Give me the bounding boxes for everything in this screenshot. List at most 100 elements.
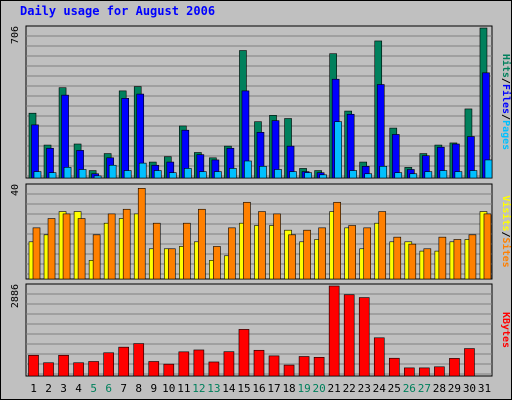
bar-sites xyxy=(333,201,341,280)
bar-pages xyxy=(214,171,222,179)
bar-kbytes xyxy=(388,357,400,377)
x-tick-label: 19 xyxy=(297,382,310,395)
bar-kbytes xyxy=(103,352,114,377)
y-max-label: 2886 xyxy=(10,284,21,308)
x-tick-label: 18 xyxy=(282,382,295,395)
bar-pages xyxy=(168,172,177,179)
x-tick-label: 30 xyxy=(463,382,476,395)
bar-files xyxy=(391,134,400,179)
bar-pages xyxy=(394,172,403,179)
bar-pages xyxy=(304,172,312,179)
bar-pages xyxy=(153,170,162,179)
bar-sites xyxy=(468,234,477,280)
legend-entry: / xyxy=(500,114,511,120)
bar-pages xyxy=(259,166,267,179)
x-tick-label: 14 xyxy=(222,382,236,395)
panel-kbytes: 2886 KBytes xyxy=(10,283,511,377)
bar-sites xyxy=(348,225,356,280)
x-tick-label: 25 xyxy=(388,382,401,395)
x-tick-label: 15 xyxy=(237,382,250,395)
legend-entry: Pages xyxy=(500,120,511,150)
bar-pages xyxy=(439,170,448,179)
legend-entry: Files xyxy=(500,84,512,114)
bar-kbytes xyxy=(449,358,460,377)
bar-kbytes xyxy=(208,361,220,377)
bar-kbytes xyxy=(404,367,415,377)
bar-pages xyxy=(469,170,478,179)
bar-sites xyxy=(77,218,86,280)
bar-sites xyxy=(183,222,191,280)
bar-pages xyxy=(289,171,297,179)
bar-kbytes xyxy=(28,354,39,377)
bar-sites xyxy=(363,227,372,280)
x-tick-label: 22 xyxy=(343,382,356,395)
x-tick-label: 2 xyxy=(45,382,52,395)
bar-kbytes xyxy=(163,363,175,377)
bar-pages xyxy=(349,170,357,179)
bar-sites xyxy=(137,188,146,280)
bar-pages xyxy=(409,173,418,179)
bar-pages xyxy=(274,169,282,179)
x-tick-label: 6 xyxy=(105,382,112,395)
bar-pages xyxy=(184,168,192,179)
bar-pages xyxy=(63,167,72,179)
legend-entry: Sites xyxy=(500,238,512,268)
x-tick-label: 7 xyxy=(120,382,127,395)
bar-sites xyxy=(47,218,56,280)
bar-kbytes xyxy=(373,337,385,377)
bar-sites xyxy=(243,201,251,280)
bar-sites xyxy=(198,208,206,280)
y-max-label: 40 xyxy=(10,184,21,196)
bar-sites xyxy=(438,236,447,280)
panel-visits-sites: 40 Visits/Sites xyxy=(10,183,512,280)
bar-kbytes xyxy=(178,351,190,377)
bar-kbytes xyxy=(434,366,445,377)
bar-pages xyxy=(364,173,373,179)
bar-files xyxy=(31,124,39,179)
bar-sites xyxy=(213,246,221,280)
bar-kbytes xyxy=(133,343,145,377)
bar-files xyxy=(346,113,355,179)
bar-pages xyxy=(108,164,117,179)
x-tick-label: 4 xyxy=(75,382,82,395)
bar-kbytes xyxy=(313,356,325,377)
bar-kbytes xyxy=(238,329,250,377)
legend-entry: KBytes xyxy=(500,312,511,348)
bar-pages xyxy=(138,162,147,179)
bar-kbytes xyxy=(343,294,355,377)
x-tick-label: 9 xyxy=(150,382,157,395)
bar-kbytes xyxy=(328,285,340,377)
bar-kbytes xyxy=(283,364,295,377)
bar-pages xyxy=(123,170,132,179)
x-tick-label: 5 xyxy=(90,382,97,395)
y-max-label: 706 xyxy=(10,26,21,44)
bar-sites xyxy=(393,236,402,280)
bar-kbytes xyxy=(73,362,84,377)
bar-kbytes xyxy=(419,367,430,377)
x-tick-label: 31 xyxy=(478,382,491,395)
x-tick-label: 16 xyxy=(252,382,265,395)
bar-sites xyxy=(423,248,432,280)
legend-entry: / xyxy=(500,78,511,84)
bar-sites xyxy=(107,213,116,280)
bar-pages xyxy=(244,160,252,179)
bar-sites xyxy=(92,234,101,280)
bar-pages xyxy=(334,121,342,179)
legend-entry: Hits xyxy=(500,54,512,78)
legend: KBytes xyxy=(500,312,511,348)
bar-kbytes xyxy=(43,362,54,377)
bar-sites xyxy=(483,213,492,280)
x-tick-label: 23 xyxy=(358,382,371,395)
bar-pages xyxy=(379,166,388,179)
bar-sites xyxy=(32,227,41,280)
bar-sites xyxy=(62,213,71,280)
x-tick-label: 20 xyxy=(313,382,326,395)
x-tick-label: 26 xyxy=(403,382,416,395)
bar-kbytes xyxy=(268,355,280,377)
bar-pages xyxy=(48,172,57,179)
bar-kbytes xyxy=(464,348,475,377)
x-tick-label: 12 xyxy=(192,382,205,395)
chart-title: Daily usage for August 2006 xyxy=(20,4,215,18)
bar-sites xyxy=(228,227,236,280)
